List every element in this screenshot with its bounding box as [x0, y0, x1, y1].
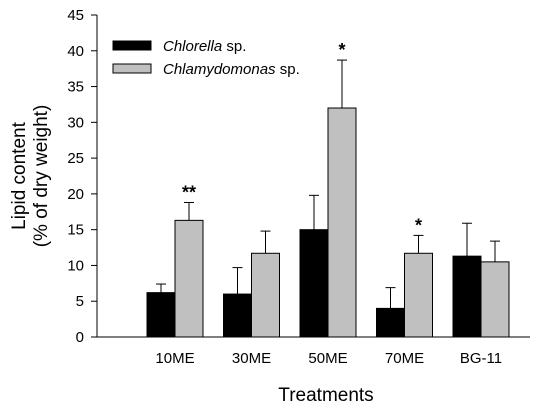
bar-chlorella-bg-11: [452, 255, 482, 338]
legend-swatch-chlamydomonas: [112, 63, 152, 74]
y-tick-label: 0: [76, 329, 84, 346]
significance-markers: ****: [182, 40, 422, 235]
y-tick-label: 10: [67, 257, 84, 274]
significance-chlamydomonas-50me: *: [338, 40, 345, 60]
bar-chlamydomonas-70me: [404, 252, 433, 338]
x-axis-title: Treatments: [278, 385, 373, 406]
legend-label-chlorella: Chlorella sp.: [163, 38, 246, 55]
y-tick-label: 20: [67, 186, 84, 203]
y-tick-label: 35: [67, 79, 84, 96]
legend-label-chlamydomonas: Chlamydomonas sp.: [163, 61, 300, 78]
bar-chlamydomonas-50me: [327, 107, 357, 338]
y-axis-ticks: 0 5 10 15 20 25 30 35 40 45: [67, 7, 97, 346]
y-tick-label: 30: [67, 114, 84, 131]
bar-chlorella-10me: [146, 292, 176, 338]
bar-chlorella-50me: [299, 229, 329, 338]
y-axis-title-line1: Lipid content: [9, 121, 30, 229]
x-tick-label-bg-11: BG-11: [460, 350, 502, 367]
bars: [146, 107, 510, 338]
x-tick-label-50me: 50ME: [308, 350, 347, 367]
legend-swatch-chlorella: [112, 40, 152, 51]
y-tick-label: 40: [67, 43, 84, 60]
y-tick-label: 45: [67, 7, 84, 24]
y-axis-title-line2: (% of dry weight): [31, 105, 52, 248]
y-tick-label: 25: [67, 150, 84, 167]
x-tick-label-10me: 10ME: [155, 350, 194, 367]
bar-chlorella-70me: [376, 307, 405, 338]
significance-chlamydomonas-10me: **: [182, 182, 196, 202]
y-tick-label: 5: [76, 293, 84, 310]
x-tick-label-30me: 30ME: [232, 350, 271, 367]
bar-chlamydomonas-10me: [174, 219, 204, 338]
y-tick-label: 15: [67, 222, 84, 239]
bar-chlamydomonas-30me: [251, 252, 280, 338]
legend: Chlorella sp. Chlamydomonas sp.: [112, 38, 300, 78]
bar-chlamydomonas-bg-11: [480, 261, 510, 338]
x-tick-label-70me: 70ME: [385, 350, 424, 367]
bar-chlorella-30me: [223, 293, 252, 338]
error-bars: [156, 59, 500, 309]
significance-chlamydomonas-70me: *: [415, 215, 422, 235]
x-axis-ticks: 10ME 30ME 50ME 70ME BG-11: [155, 350, 502, 367]
